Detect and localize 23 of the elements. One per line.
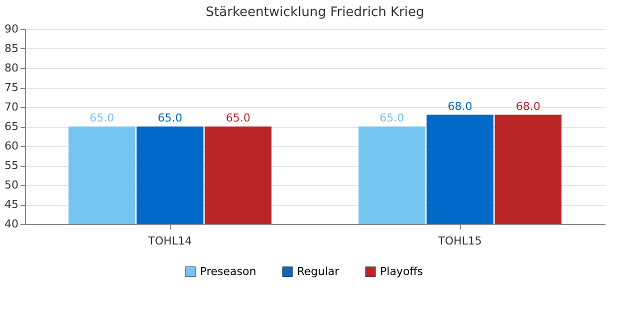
legend-label: Playoffs — [380, 264, 424, 278]
y-tick-label: 65 — [4, 120, 18, 133]
y-tick-label: 45 — [4, 198, 18, 211]
chart-title: Stärkeentwicklung Friedrich Krieg — [206, 5, 424, 20]
legend-label: Preseason — [200, 264, 256, 278]
data-label: 65.0 — [380, 112, 404, 124]
x-tick-label: TOHL14 — [147, 234, 192, 248]
x-tick-label: TOHL15 — [437, 234, 482, 248]
y-tick-label: 75 — [4, 81, 18, 94]
y-tick-label: 90 — [4, 22, 18, 36]
y-tick-label: 60 — [4, 140, 18, 152]
y-tick-label: 80 — [4, 62, 18, 74]
y-tick-label: 70 — [4, 100, 18, 114]
data-label: 65.0 — [158, 112, 182, 124]
y-tick-label: 85 — [4, 42, 18, 55]
data-label: 65.0 — [226, 112, 250, 124]
y-tick-label: 55 — [4, 159, 18, 172]
data-label: 65.0 — [90, 112, 114, 124]
y-tick-label: 50 — [4, 178, 18, 192]
data-label: 68.0 — [448, 100, 472, 113]
legend-label: Regular — [297, 264, 340, 278]
y-tick-label: 40 — [4, 218, 18, 230]
data-label: 68.0 — [516, 100, 540, 113]
